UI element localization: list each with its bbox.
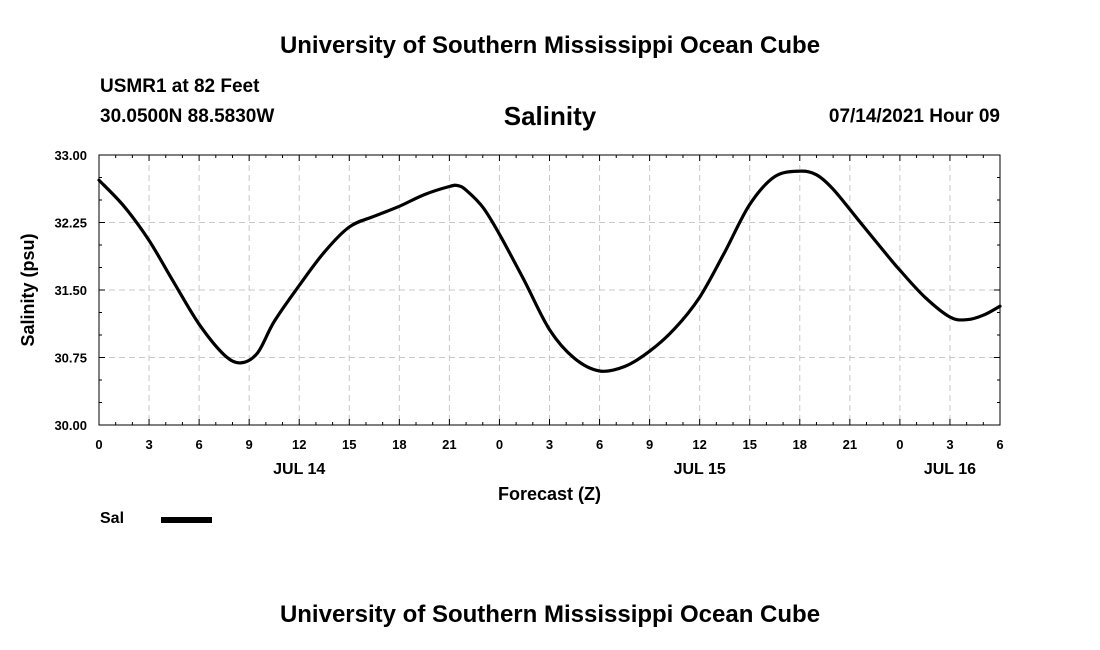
x-tick-label: 21 <box>843 437 857 452</box>
station-label: USMR1 at 82 Feet <box>100 76 260 97</box>
variable-title: Salinity <box>503 101 597 131</box>
y-tick-label: 33.00 <box>54 148 87 163</box>
x-tick-label: 6 <box>996 437 1003 452</box>
x-tick-label: 6 <box>596 437 603 452</box>
x-tick-label: 15 <box>742 437 756 452</box>
y-tick-label: 31.50 <box>54 283 87 298</box>
legend-line-swatch <box>161 517 212 523</box>
y-tick-label: 32.25 <box>54 216 87 231</box>
x-tick-label: 21 <box>442 437 456 452</box>
x-tick-label: 6 <box>195 437 202 452</box>
x-tick-label: 9 <box>246 437 253 452</box>
y-tick-label: 30.75 <box>54 351 87 366</box>
legend-label: Sal <box>100 510 125 527</box>
x-tick-label: 0 <box>896 437 903 452</box>
y-axis-title: Salinity (psu) <box>18 233 38 346</box>
x-tick-label: 3 <box>145 437 152 452</box>
x-tick-label: 0 <box>95 437 102 452</box>
x-tick-label: 15 <box>342 437 356 452</box>
x-tick-label: 12 <box>292 437 306 452</box>
station-coordinates: 30.0500N 88.5830W <box>100 106 275 127</box>
x-tick-label: 9 <box>646 437 653 452</box>
x-axis-title: Forecast (Z) <box>498 484 601 504</box>
date-label: JUL 15 <box>674 461 726 478</box>
x-tick-label: 12 <box>692 437 706 452</box>
chart-title-top: University of Southern Mississippi Ocean… <box>279 32 821 59</box>
date-label: JUL 14 <box>273 461 325 478</box>
x-tick-label: 3 <box>546 437 553 452</box>
chart-title-bottom: University of Southern Mississippi Ocean… <box>279 601 821 628</box>
x-tick-label: 18 <box>793 437 807 452</box>
x-tick-label: 0 <box>496 437 503 452</box>
series-line-sal <box>97 169 1002 373</box>
date-label: JUL 16 <box>924 461 976 478</box>
forecast-datetime: 07/14/2021 Hour 09 <box>828 106 1000 127</box>
y-tick-label: 30.00 <box>54 418 87 433</box>
x-tick-label: 3 <box>946 437 953 452</box>
x-tick-label: 18 <box>392 437 406 452</box>
